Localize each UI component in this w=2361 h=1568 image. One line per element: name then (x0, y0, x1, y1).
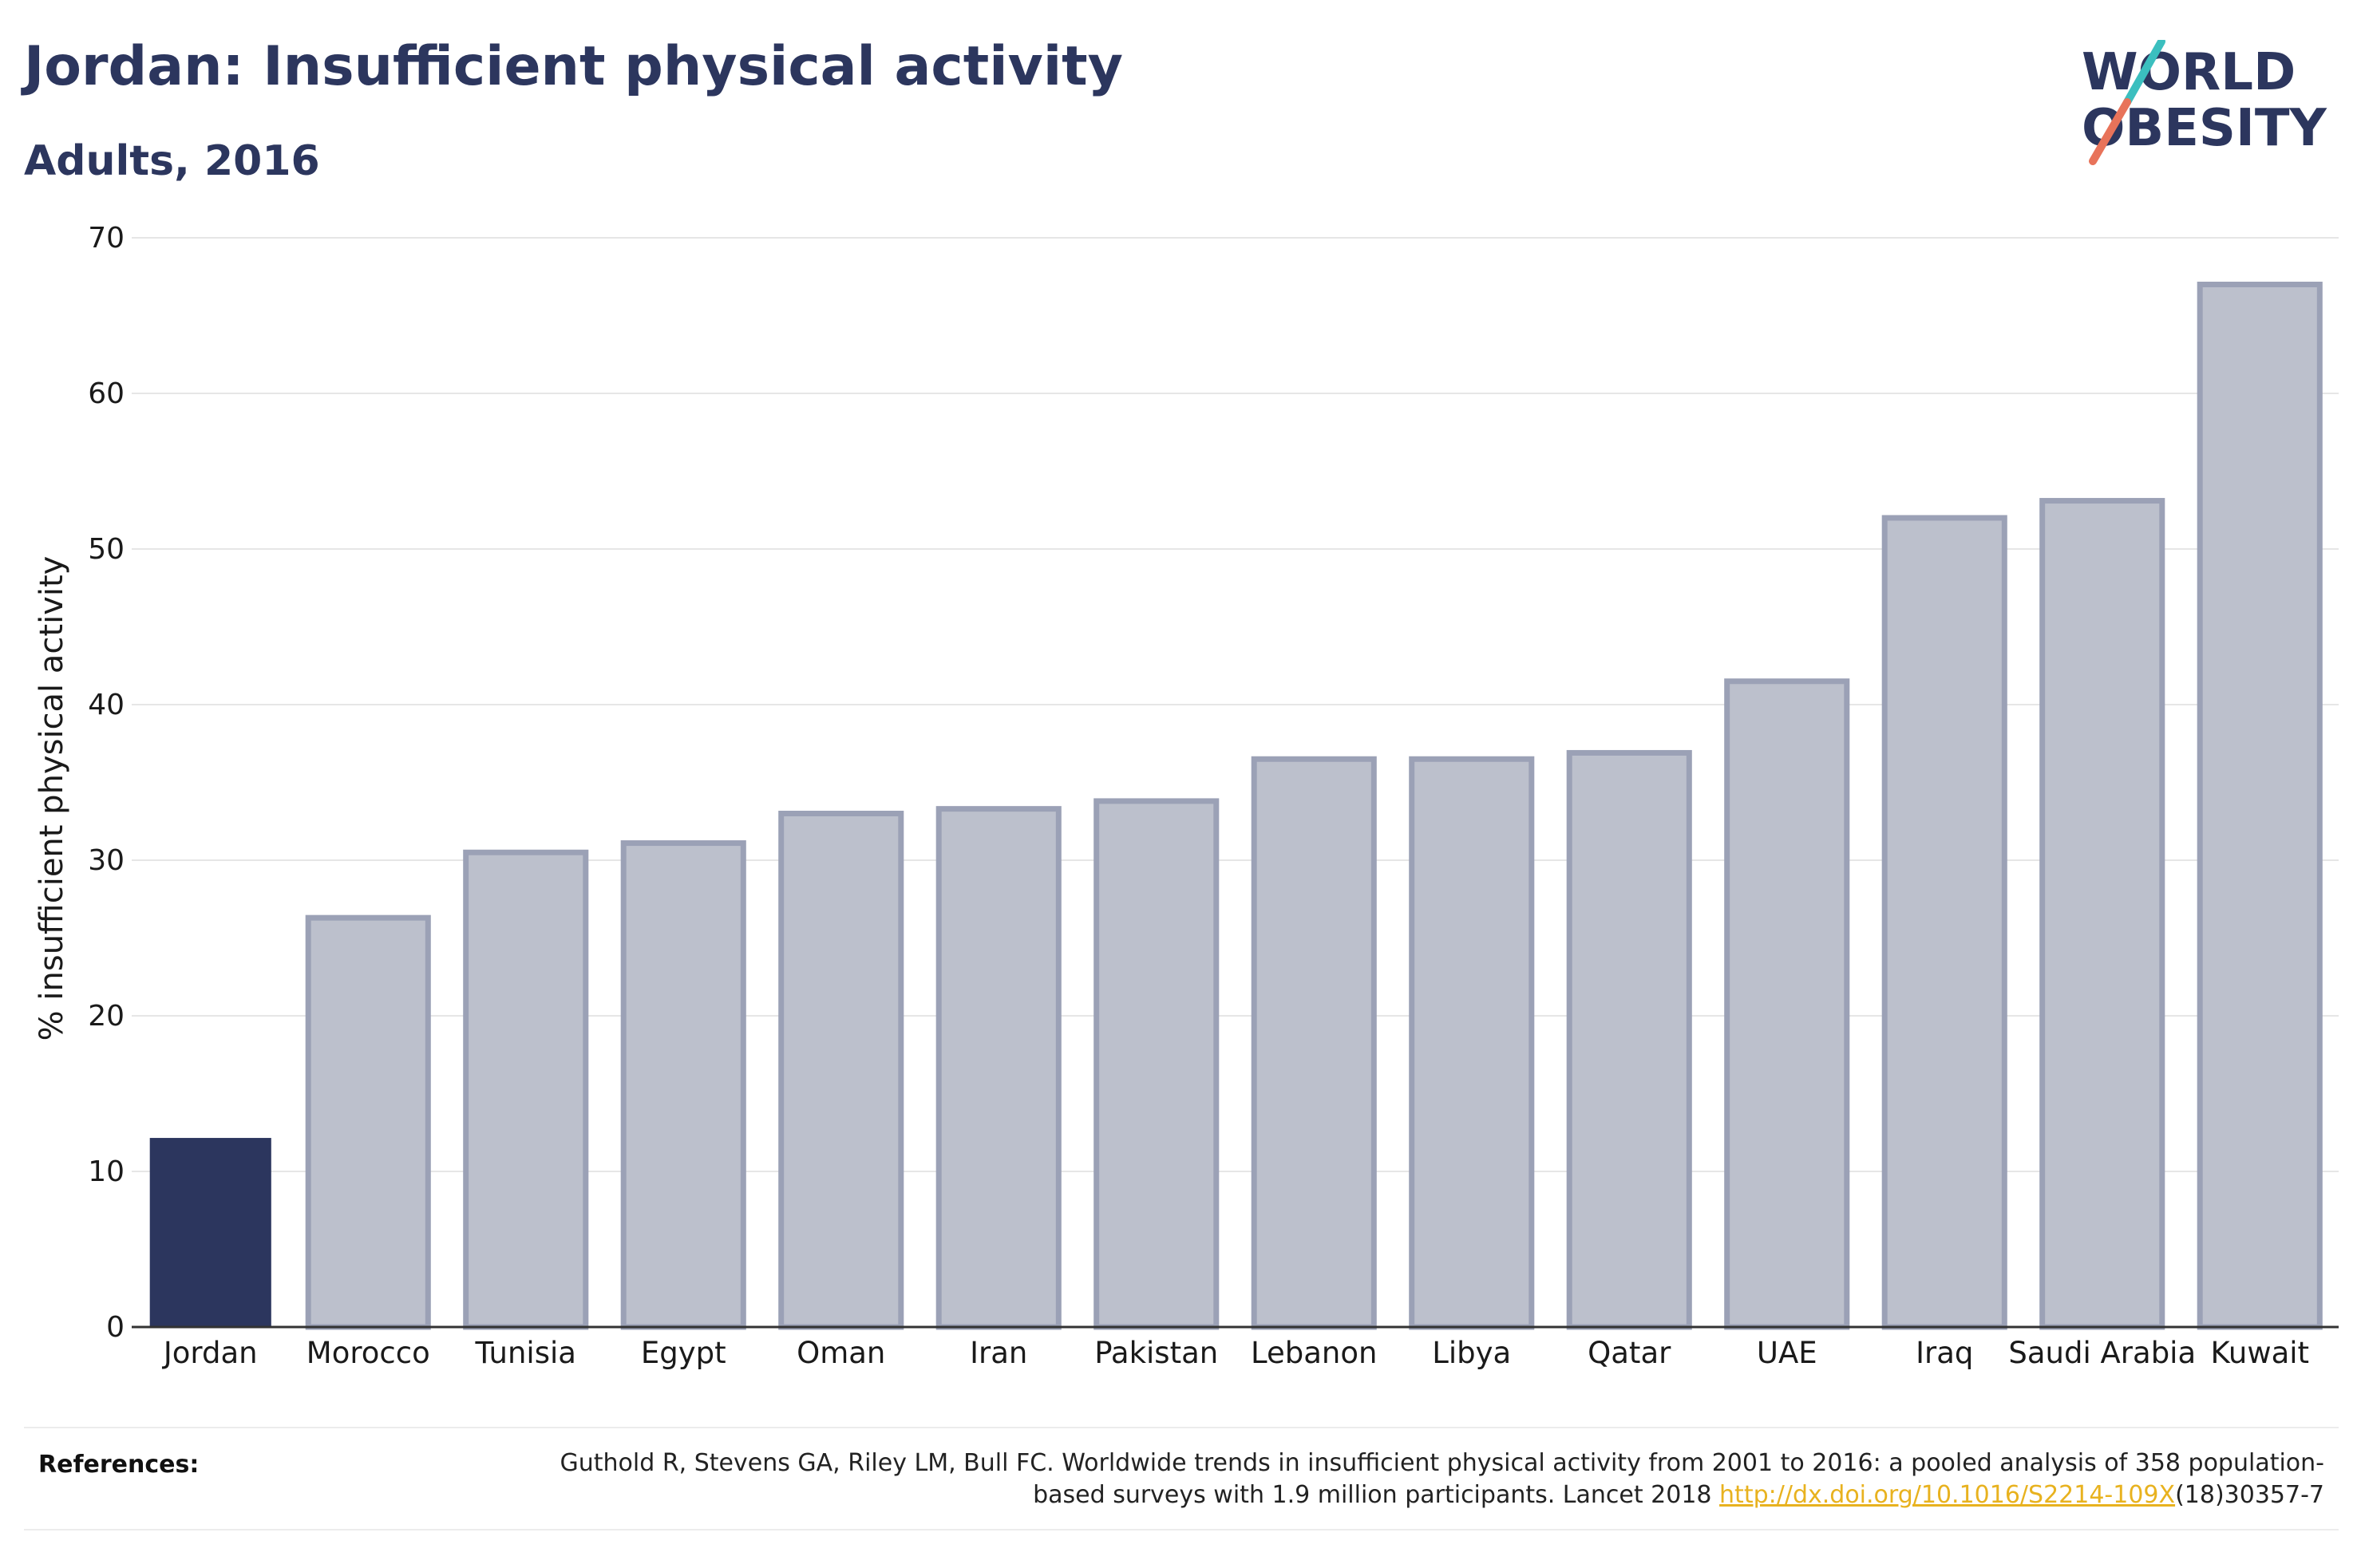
x-tick-label: Tunisia (475, 1336, 576, 1370)
references-section: References: Guthold R, Stevens GA, Riley… (24, 1427, 2339, 1530)
y-tick-label: 20 (88, 1000, 125, 1033)
reference-citation: Guthold R, Stevens GA, Riley LM, Bull FC… (560, 1449, 2324, 1509)
bar-morocco (305, 914, 431, 1330)
bar-egypt (620, 840, 746, 1330)
bar-oman (778, 811, 904, 1330)
y-axis-label: % insufficient physical activity (34, 556, 70, 1041)
x-tick-label: Oman (797, 1336, 885, 1370)
reference-doi-link[interactable]: http://dx.doi.org/10.1016/S2214-109X (1719, 1481, 2176, 1509)
bar-pakistan (1093, 798, 1220, 1330)
bar-libya (1409, 756, 1535, 1330)
bar-chart: 0 10 20 30 40 50 60 70 Jordan Morocco Tunisia Egyp… (34, 222, 2339, 1370)
y-tick-label: 40 (88, 689, 125, 721)
bar-iran (935, 806, 1062, 1330)
bars (149, 282, 2323, 1330)
logo-line1: WORLD (2082, 43, 2296, 102)
y-tick-label: 10 (88, 1155, 125, 1188)
bar-kuwait (2197, 282, 2323, 1330)
references-text: Guthold R, Stevens GA, Riley LM, Bull FC… (488, 1448, 2324, 1511)
y-tick-label: 30 (88, 844, 125, 877)
bar-qatar (1566, 749, 1692, 1330)
y-axis-ticks: 0 10 20 30 40 50 60 70 (88, 222, 125, 1344)
chart-title: Jordan: Insufficient physical activity (24, 35, 1123, 98)
reference-citation-end: (18)30357-7 (2175, 1481, 2324, 1509)
y-tick-label: 60 (88, 377, 125, 410)
logo-slash-coral (2089, 98, 2131, 165)
x-tick-label: Egypt (641, 1336, 726, 1370)
bar-lebanon (1251, 756, 1377, 1330)
x-tick-label: Morocco (306, 1336, 430, 1370)
x-tick-label: Iraq (1916, 1336, 1973, 1370)
y-tick-label: 0 (106, 1311, 125, 1344)
x-tick-label: Jordan (162, 1336, 258, 1370)
x-tick-label: UAE (1757, 1336, 1817, 1370)
logo-slash-teal (2123, 40, 2165, 106)
bar-saudi-arabia (2039, 498, 2165, 1330)
bar-tunisia (463, 849, 589, 1330)
chart-subtitle: Adults, 2016 (24, 137, 320, 185)
x-tick-label: Lebanon (1251, 1336, 1377, 1370)
x-tick-label: Libya (1432, 1336, 1511, 1370)
world-obesity-logo: WORLD OBESITY (2082, 40, 2327, 165)
y-tick-label: 50 (88, 533, 125, 566)
x-axis-ticks: Jordan Morocco Tunisia Egypt Oman Iran Pakista… (162, 1336, 2309, 1370)
bar-jordan (149, 1138, 271, 1329)
y-tick-label: 70 (88, 222, 125, 255)
x-tick-label: Pakistan (1094, 1336, 1218, 1370)
x-tick-label: Kuwait (2210, 1336, 2309, 1370)
x-tick-label: Saudi Arabia (2008, 1336, 2196, 1370)
bar-uae (1724, 678, 1850, 1330)
bar-iraq (1881, 515, 2007, 1330)
x-tick-label: Iran (970, 1336, 1027, 1370)
gridlines (132, 237, 2339, 1172)
x-tick-label: Qatar (1588, 1336, 1671, 1370)
references-label: References: (38, 1451, 200, 1479)
